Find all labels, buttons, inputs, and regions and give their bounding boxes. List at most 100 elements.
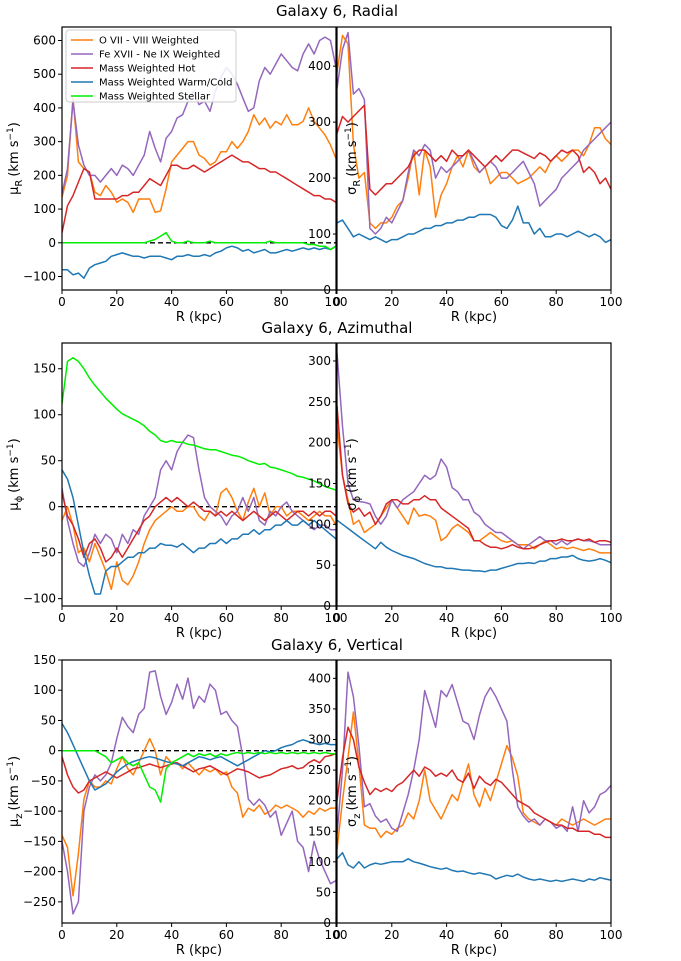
y-tick-label: 0 bbox=[48, 236, 56, 250]
y-label-close: ) bbox=[345, 438, 360, 443]
x-tick-label: 60 bbox=[494, 928, 509, 942]
row-title: Galaxy 6, Azimuthal bbox=[262, 319, 413, 337]
x-axis-label: R (kpc) bbox=[176, 310, 222, 325]
y-axis-label: σz (km s−1) bbox=[344, 756, 363, 827]
y-tick-label: 300 bbox=[308, 354, 331, 368]
series-line-mass-weighted-stellar bbox=[62, 231, 336, 251]
axes-frame bbox=[61, 659, 337, 924]
y-tick-label: 150 bbox=[308, 476, 331, 490]
y-tick-label: 250 bbox=[308, 763, 331, 777]
y-tick-label: 300 bbox=[308, 733, 331, 747]
y-tick-label: 0 bbox=[48, 500, 56, 514]
y-tick-label: 200 bbox=[308, 436, 331, 450]
x-tick-label: 60 bbox=[219, 611, 234, 625]
y-label-unit: (km s bbox=[7, 456, 22, 492]
series-line-o-vii-viii-weighted bbox=[62, 487, 336, 591]
legend-label: Mass Weighted Stellar bbox=[99, 92, 211, 103]
series-line-mass-weighted-hot bbox=[62, 492, 336, 563]
subplot-5: 0 20 40 60 80 100−250−200−150−100−50050100150… bbox=[6, 653, 347, 958]
series-line-o-vii-viii-weighted bbox=[337, 711, 611, 850]
y-label-close: ) bbox=[345, 122, 360, 127]
y-tick-label: 200 bbox=[308, 794, 331, 808]
y-tick-label: 0 bbox=[323, 283, 331, 297]
y-tick-label: −50 bbox=[31, 546, 56, 560]
y-label-subscript: z bbox=[352, 814, 363, 819]
plot-area bbox=[337, 671, 611, 883]
y-tick-label: −150 bbox=[23, 834, 56, 848]
series-line-mass-weighted-warm-cold bbox=[62, 723, 336, 791]
y-axis-label: μz (km s−1) bbox=[6, 756, 25, 827]
x-tick-label: 20 bbox=[384, 295, 399, 309]
y-tick-label: 100 bbox=[33, 202, 56, 216]
y-label-symbol: μ bbox=[7, 187, 22, 195]
x-tick-label: 80 bbox=[549, 295, 564, 309]
x-tick-label: 80 bbox=[274, 295, 289, 309]
y-tick-label: 100 bbox=[33, 683, 56, 697]
x-tick-label: 0 bbox=[333, 611, 341, 625]
y-label-unit: (km s bbox=[7, 140, 22, 176]
y-label-exponent: −1 bbox=[6, 761, 16, 774]
x-tick-label: 0 bbox=[58, 611, 66, 625]
legend: O VII - VIII Weighted Fe XVII - Ne IX Wei… bbox=[65, 29, 237, 103]
y-tick-label: 350 bbox=[308, 702, 331, 716]
legend-label: O VII - VIII Weighted bbox=[99, 36, 199, 47]
y-tick-label: −100 bbox=[23, 592, 56, 606]
x-tick-label: 20 bbox=[384, 928, 399, 942]
series-line-mass-weighted-warm-cold bbox=[62, 469, 336, 595]
y-tick-label: 150 bbox=[308, 824, 331, 838]
x-tick-label: 20 bbox=[109, 928, 124, 942]
plot-area bbox=[62, 356, 336, 595]
y-tick-label: 200 bbox=[33, 168, 56, 182]
x-tick-label: 20 bbox=[384, 611, 399, 625]
series-line-o-vii-viii-weighted bbox=[62, 737, 336, 897]
series-line-mass-weighted-warm-cold bbox=[62, 245, 336, 279]
y-tick-label: 400 bbox=[33, 101, 56, 115]
series-line-fe-xvii-ne-ix-weighted bbox=[62, 434, 336, 568]
x-tick-label: 20 bbox=[109, 295, 124, 309]
x-tick-label: 100 bbox=[325, 928, 348, 942]
y-axis-label: μϕ (km s−1) bbox=[6, 438, 25, 510]
y-tick-label: 50 bbox=[316, 558, 331, 572]
x-axis-label: R (kpc) bbox=[176, 943, 222, 958]
y-tick-label: 0 bbox=[323, 599, 331, 613]
x-tick-label: 100 bbox=[600, 611, 623, 625]
plot-area bbox=[337, 31, 611, 244]
y-label-exponent: −1 bbox=[344, 443, 354, 456]
x-tick-label: 40 bbox=[439, 611, 454, 625]
y-tick-label: 50 bbox=[316, 885, 331, 899]
axes-frame bbox=[336, 659, 612, 924]
legend-frame bbox=[65, 29, 237, 103]
series-line-mass-weighted-hot bbox=[337, 104, 611, 196]
y-label-exponent: −1 bbox=[6, 127, 16, 140]
y-label-subscript: R bbox=[14, 180, 25, 187]
y-tick-label: 250 bbox=[308, 395, 331, 409]
y-label-symbol: μ bbox=[7, 502, 22, 510]
x-tick-label: 20 bbox=[109, 611, 124, 625]
series-line-mass-weighted-hot bbox=[62, 154, 336, 233]
x-tick-label: 80 bbox=[274, 928, 289, 942]
x-tick-label: 100 bbox=[325, 611, 348, 625]
axes-frame bbox=[61, 26, 337, 291]
x-tick-label: 100 bbox=[600, 295, 623, 309]
y-label-close: ) bbox=[7, 756, 22, 761]
series-line-fe-xvii-ne-ix-weighted bbox=[62, 670, 336, 915]
y-axis-label: σϕ (km s−1) bbox=[344, 438, 363, 510]
series-line-mass-weighted-stellar bbox=[62, 749, 336, 803]
x-axis-label: R (kpc) bbox=[176, 626, 222, 641]
plot-area bbox=[337, 352, 611, 573]
y-tick-label: 100 bbox=[308, 517, 331, 531]
y-tick-label: 500 bbox=[33, 67, 56, 81]
x-tick-label: 60 bbox=[494, 611, 509, 625]
y-label-unit: (km s bbox=[345, 774, 360, 810]
x-axis-label: R (kpc) bbox=[451, 943, 497, 958]
axes-frame bbox=[61, 342, 337, 607]
x-tick-label: 0 bbox=[333, 295, 341, 309]
y-label-subscript: R bbox=[352, 180, 363, 187]
series-line-o-vii-viii-weighted bbox=[62, 97, 336, 214]
y-tick-label: −200 bbox=[23, 865, 56, 879]
axes-frame bbox=[336, 342, 612, 607]
x-tick-label: 0 bbox=[58, 928, 66, 942]
